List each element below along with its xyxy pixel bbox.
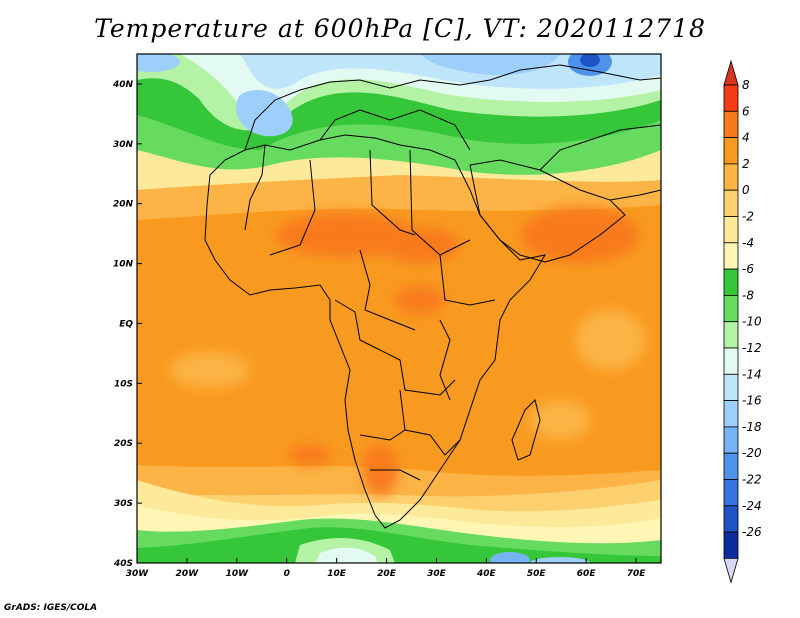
lat-tick-label: 10N <box>113 260 134 270</box>
colorbar-label: -22 <box>742 473 762 487</box>
colorbar-label: 0 <box>742 183 750 197</box>
lon-tick-label: 40E <box>476 569 497 579</box>
colorbar-label: 8 <box>742 78 750 92</box>
lon-tick-label: 20W <box>176 569 200 579</box>
colorbar-label: -24 <box>742 499 762 513</box>
colorbar-swatch <box>723 452 739 480</box>
colorbar-label: -20 <box>742 446 762 460</box>
colorbar-label: -6 <box>742 262 754 276</box>
lon-tick-label: 10E <box>327 569 347 579</box>
colorbar-label: 2 <box>742 157 750 171</box>
colorbar-swatch <box>723 137 739 165</box>
lon-tick-label: 20E <box>377 569 397 579</box>
colorbar-swatch <box>723 426 739 454</box>
colorbar-label: -4 <box>742 236 754 250</box>
colorbar-label: 6 <box>742 104 750 118</box>
lon-tick-label: 50E <box>527 569 547 579</box>
colorbar-swatch <box>723 189 739 217</box>
colorbar-label: -14 <box>742 367 762 381</box>
colorbar-swatch <box>723 294 739 323</box>
lon-tick-label: 30E <box>427 569 447 579</box>
colorbar-swatch <box>723 373 739 401</box>
colorbar: 8 6 4 2 0 -2 -4 -6 -8 -10 -12 -14 -16 -18 -20 -22 -24 -26 <box>723 59 762 584</box>
colorbar-label: -2 <box>742 210 754 224</box>
lat-tick-label: 20N <box>113 200 134 210</box>
lat-tick-label: 30N <box>113 140 134 150</box>
colorbar-label: -16 <box>742 394 762 408</box>
colorbar-label: -12 <box>742 341 762 355</box>
lat-tick-label: 40S <box>113 559 133 569</box>
lat-tick-label: EQ <box>119 319 133 329</box>
lon-tick-label: 70E <box>627 569 647 579</box>
colorbar-swatch <box>723 268 739 296</box>
colorbar-label: -8 <box>742 288 754 302</box>
colorbar-swatch <box>723 242 739 270</box>
colorbar-swatch <box>723 479 739 507</box>
lon-tick-label: 30W <box>126 569 150 579</box>
lon-tick-label: 10W <box>226 569 250 579</box>
colorbar-label: 4 <box>742 131 750 145</box>
colorbar-swatch <box>723 110 739 139</box>
temperature-field <box>137 54 661 563</box>
colorbar-swatch <box>723 505 739 533</box>
colorbar-swatch <box>723 84 739 112</box>
colorbar-swatch <box>723 400 739 428</box>
colorbar-label: -18 <box>742 420 762 434</box>
map-frame <box>136 53 662 564</box>
colorbar-label: -26 <box>742 525 762 539</box>
credit-text: GrADS: IGES/COLA <box>4 603 98 613</box>
colorbar-label: -10 <box>742 315 762 329</box>
colorbar-swatch <box>723 163 739 191</box>
colorbar-swatch <box>723 216 739 244</box>
lat-tick-label: 20S <box>114 439 133 449</box>
colorbar-swatch <box>723 321 739 349</box>
lat-tick-label: 40N <box>112 80 134 90</box>
colorbar-bottom-arrow <box>723 558 739 584</box>
lat-tick-label: 10S <box>114 379 133 389</box>
chart-title: Temperature at 600hPa [C], VT: 202011271… <box>94 14 706 43</box>
colorbar-top-arrow <box>723 59 739 86</box>
lat-tick-label: 30S <box>114 499 133 509</box>
lon-tick-label: 60E <box>577 569 597 579</box>
colorbar-swatch <box>723 347 739 375</box>
lon-tick-label: 0 <box>284 569 290 579</box>
colorbar-swatch <box>723 531 739 559</box>
